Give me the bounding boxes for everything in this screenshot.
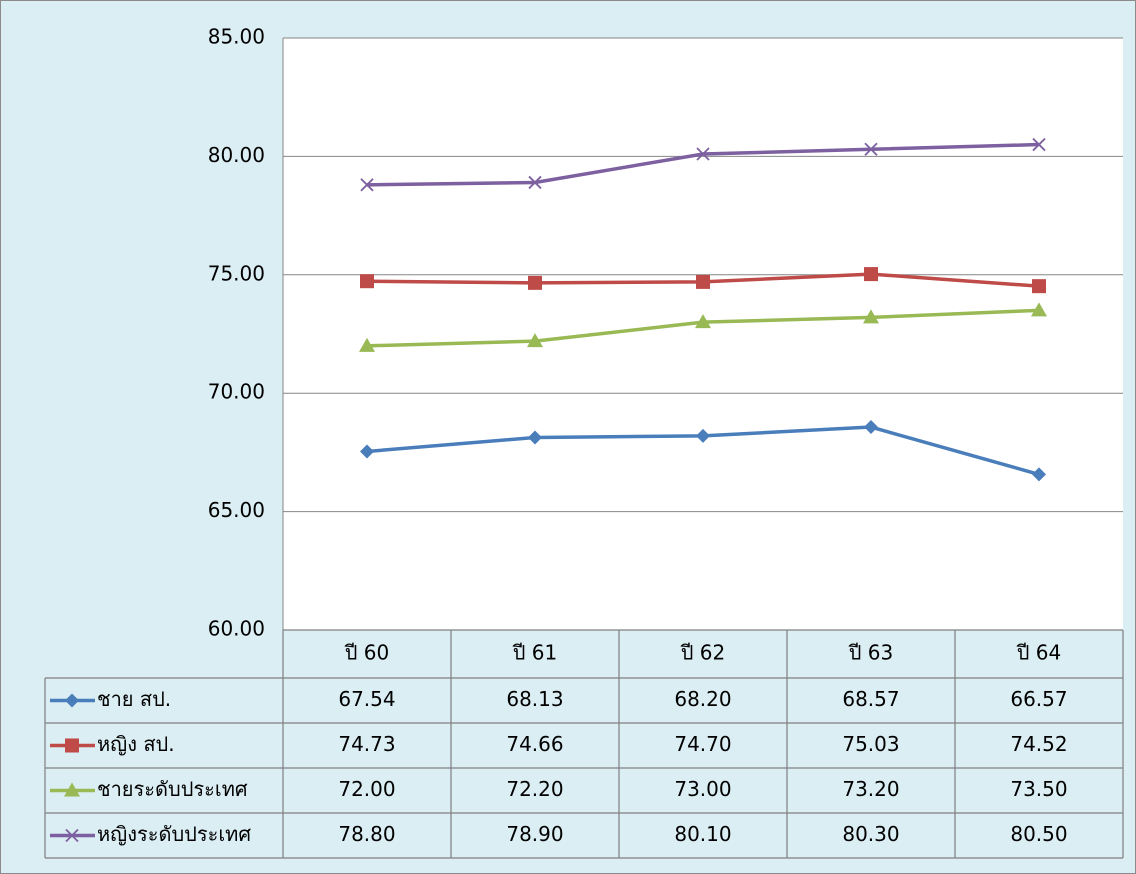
x-tick-label: ปี 63 — [848, 641, 893, 665]
table-value: 67.54 — [338, 687, 395, 711]
plot-area — [283, 38, 1123, 630]
table-value: 80.50 — [1010, 822, 1067, 846]
marker — [65, 738, 79, 753]
table-value: 80.30 — [842, 822, 899, 846]
table-value: 68.20 — [674, 687, 731, 711]
table-value: 74.70 — [674, 732, 731, 756]
marker — [696, 428, 710, 443]
marker — [864, 142, 878, 156]
table-value: 78.80 — [338, 822, 395, 846]
y-tick-label: 85.00 — [208, 25, 265, 49]
table-value: 74.73 — [338, 732, 395, 756]
marker — [864, 420, 878, 435]
table-value: 72.20 — [506, 777, 563, 801]
marker — [360, 274, 374, 289]
marker — [863, 309, 879, 324]
legend-label: หญิงระดับประเทศ — [97, 822, 251, 846]
marker — [696, 274, 710, 289]
marker — [528, 175, 542, 190]
table-value: 74.52 — [1010, 732, 1067, 756]
y-tick-label: 80.00 — [208, 143, 265, 167]
marker — [64, 782, 80, 797]
y-tick-label: 60.00 — [208, 617, 265, 641]
marker — [864, 267, 878, 282]
marker — [527, 333, 543, 348]
marker — [1032, 279, 1046, 294]
y-tick-label: 70.00 — [208, 380, 265, 404]
table-value: 72.00 — [338, 777, 395, 801]
table-value: 78.90 — [506, 822, 563, 846]
marker — [65, 693, 79, 708]
marker — [696, 147, 710, 161]
y-tick-label: 65.00 — [208, 498, 265, 522]
marker — [528, 430, 542, 445]
marker — [65, 828, 79, 843]
y-tick-label: 75.00 — [208, 261, 265, 285]
marker — [360, 444, 374, 459]
legend-label: ชาย สป. — [97, 687, 171, 711]
marker — [359, 337, 375, 352]
marker — [1031, 302, 1047, 317]
table-value: 75.03 — [842, 732, 899, 756]
table-value: 73.50 — [1010, 777, 1067, 801]
x-tick-label: ปี 64 — [1016, 641, 1061, 665]
legend-label: หญิง สป. — [97, 732, 175, 756]
x-tick-label: ปี 61 — [512, 641, 557, 665]
table-value: 68.13 — [506, 687, 563, 711]
marker — [1032, 137, 1046, 152]
legend-label: ชายระดับประเทศ — [97, 777, 248, 801]
marker — [695, 314, 711, 329]
table-value: 66.57 — [1010, 687, 1067, 711]
x-tick-label: ปี 62 — [680, 641, 725, 665]
table-value: 68.57 — [842, 687, 899, 711]
table-value: 80.10 — [674, 822, 731, 846]
table-value: 73.00 — [674, 777, 731, 801]
marker — [1032, 467, 1046, 482]
marker — [360, 178, 374, 192]
table-value: 73.20 — [842, 777, 899, 801]
table-value: 74.66 — [506, 732, 563, 756]
marker — [528, 275, 542, 290]
x-tick-label: ปี 60 — [344, 641, 389, 665]
